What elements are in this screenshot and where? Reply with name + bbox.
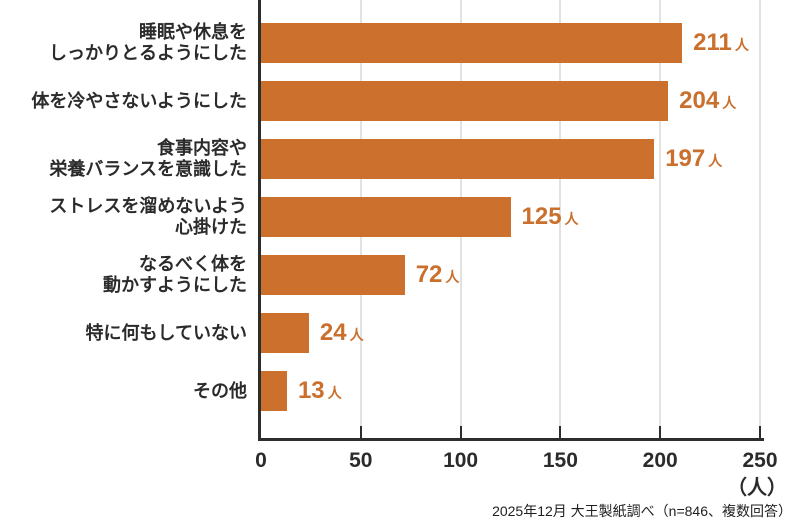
value-number: 211 [693, 29, 732, 56]
y-axis-line [258, 0, 261, 441]
category-label-2: 食事内容や 栄養バランスを意識した [0, 138, 247, 179]
bar-0 [261, 23, 683, 63]
value-label-5: 24 人 [320, 313, 364, 353]
tick-label-200: 200 [642, 449, 678, 472]
category-label-text: その他 [193, 380, 247, 401]
bar-6 [261, 371, 287, 411]
tick-mark-100 [459, 426, 462, 438]
value-label-3: 125 人 [522, 197, 579, 237]
category-label-text: 特に何もしていない [85, 322, 247, 343]
tick-label-50: 50 [349, 449, 373, 472]
value-unit: 人 [708, 153, 723, 169]
category-label-text: なるべく体を 動かすようにした [103, 254, 247, 295]
gridline-x-200 [659, 0, 662, 438]
value-unit: 人 [722, 95, 737, 111]
value-label-6: 13 人 [298, 371, 342, 411]
value-unit: 人 [734, 37, 749, 53]
value-unit: 人 [349, 327, 364, 343]
value-label-0: 211 人 [693, 23, 749, 63]
bar-4 [261, 255, 405, 295]
value-number: 13 [297, 377, 325, 404]
tick-label-250: 250 [742, 449, 778, 472]
bar-1 [261, 81, 669, 121]
source-note: 2025年12月 大王製紙調べ（n=846、複数回答） [492, 503, 792, 519]
tick-mark-200 [659, 426, 662, 438]
x-axis-line [258, 438, 764, 441]
value-unit: 人 [327, 385, 342, 401]
category-label-text: 食事内容や 栄養バランスを意識した [49, 138, 247, 179]
tick-label-150: 150 [542, 449, 578, 472]
bar-3 [261, 197, 511, 237]
value-label-1: 204 人 [679, 81, 736, 121]
category-label-4: なるべく体を 動かすようにした [0, 254, 247, 295]
tick-label-100: 100 [443, 449, 479, 472]
category-label-6: その他 [0, 371, 247, 411]
category-label-text: ストレスを溜めないよう 心掛けた [49, 196, 247, 237]
gridline-x-150 [559, 0, 562, 438]
bar-2 [261, 139, 655, 179]
tick-mark-250 [759, 426, 761, 438]
category-label-1: 体を冷やさないようにした [0, 81, 247, 121]
value-unit: 人 [445, 269, 460, 285]
value-label-2: 197 人 [665, 139, 722, 179]
tick-mark-50 [359, 426, 362, 438]
value-number: 197 [665, 145, 706, 172]
category-label-text: 睡眠や休息を しっかりとるようにした [49, 22, 247, 63]
value-number: 125 [521, 203, 562, 230]
value-number: 204 [679, 87, 720, 114]
value-unit: 人 [564, 211, 579, 227]
category-label-5: 特に何もしていない [0, 313, 247, 353]
value-number: 72 [415, 261, 443, 288]
tick-label-0: 0 [255, 449, 267, 472]
value-label-4: 72 人 [416, 255, 460, 295]
category-label-0: 睡眠や休息を しっかりとるようにした [0, 22, 247, 63]
gridline-x-250 [759, 0, 761, 438]
x-axis-unit-label: （人） [727, 477, 787, 499]
bar-5 [261, 313, 309, 353]
tick-mark-150 [559, 426, 562, 438]
category-label-text: 体を冷やさないようにした [31, 90, 247, 111]
category-label-3: ストレスを溜めないよう 心掛けた [0, 196, 247, 237]
value-number: 24 [319, 319, 347, 346]
